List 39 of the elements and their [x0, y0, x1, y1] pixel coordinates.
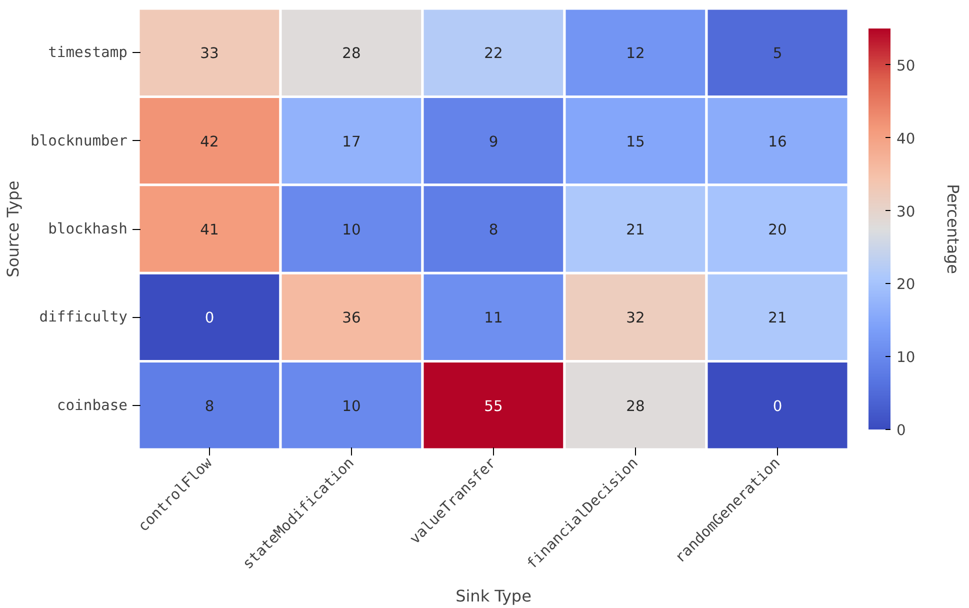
y-tick-label: timestamp — [48, 44, 128, 62]
data-label: 36 — [342, 310, 361, 327]
data-label: 21 — [626, 222, 645, 238]
data-label: 11 — [484, 310, 503, 327]
data-label: 9 — [488, 133, 498, 150]
data-label: 0 — [772, 398, 782, 415]
data-label: 5 — [772, 45, 782, 62]
data-label: 42 — [200, 133, 219, 150]
color-bar-label: 30 — [896, 203, 916, 220]
data-label: 10 — [342, 398, 361, 415]
y-tick-label: blockhash — [48, 220, 128, 238]
data-label: 0 — [204, 310, 214, 327]
y-tick-label: coinbase — [56, 396, 128, 414]
data-label: 16 — [768, 133, 787, 150]
data-label: 41 — [200, 222, 219, 238]
color-bar-label: 20 — [896, 276, 916, 294]
color-bar-label: 40 — [896, 130, 916, 148]
data-label: 12 — [626, 45, 645, 62]
color-bar-title: Percentage — [944, 184, 962, 274]
y-axis-title: Source Type — [3, 180, 22, 278]
data-label: 17 — [342, 133, 361, 150]
y-tick-label: difficulty — [39, 308, 128, 326]
color-bar-label: 50 — [896, 57, 916, 74]
y-tick-label: blocknumber — [30, 132, 128, 150]
data-label: 28 — [626, 398, 645, 415]
color-bar-label: 0 — [896, 422, 906, 439]
data-label: 8 — [204, 398, 214, 415]
data-label: 10 — [342, 222, 361, 238]
data-label: 32 — [626, 310, 645, 327]
data-label: 28 — [342, 45, 361, 62]
data-label: 33 — [200, 45, 219, 62]
data-label: 22 — [484, 45, 503, 62]
color-bar-label: 10 — [896, 349, 916, 366]
data-label: 15 — [626, 133, 645, 150]
data-label: 55 — [484, 398, 503, 415]
data-label: 20 — [768, 222, 787, 238]
x-axis-title: Sink Type — [456, 586, 532, 606]
data-label: 8 — [488, 222, 498, 238]
data-label: 21 — [768, 310, 787, 327]
